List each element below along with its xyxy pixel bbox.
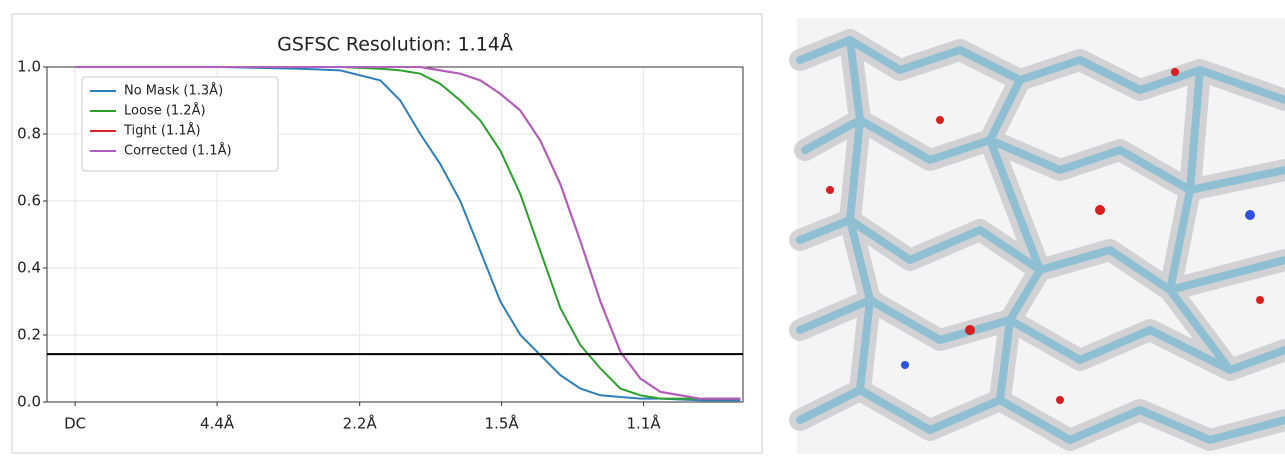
x-tick-label: 1.1Å — [627, 414, 662, 433]
y-tick-label: 0.4 — [17, 259, 41, 277]
y-tick-label: 1.0 — [17, 58, 41, 76]
y-tick-label: 0.2 — [17, 326, 41, 344]
x-tick-label: 1.5Å — [485, 414, 520, 433]
y-tick-label: 0.8 — [17, 125, 41, 143]
legend-label: Loose (1.2Å) — [124, 103, 206, 119]
series-line — [75, 66, 741, 402]
x-tick-label: 2.2Å — [343, 414, 378, 433]
y-tick-label: 0.0 — [17, 393, 41, 411]
series-line — [75, 66, 741, 400]
legend: No Mask (1.3Å) Loose (1.2Å) Tight (1.1Å) Co… — [81, 76, 279, 172]
legend-box — [81, 76, 279, 172]
y-tick-label: 0.6 — [17, 192, 41, 210]
x-tick-label: DC — [64, 415, 86, 433]
legend-label: No Mask (1.3Å) — [124, 83, 223, 99]
legend-label: Tight (1.1Å) — [123, 123, 201, 139]
x-tick-label: 4.4Å — [200, 414, 235, 433]
density-image — [789, 18, 1285, 454]
legend-label: Corrected (1.1Å) — [124, 143, 232, 159]
chart-title: GSFSC Resolution: 1.14Å — [277, 33, 513, 56]
